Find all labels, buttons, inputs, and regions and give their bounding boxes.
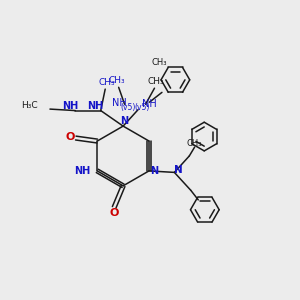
Text: N: N [174, 165, 183, 175]
Text: O: O [110, 208, 119, 218]
Text: NH: NH [74, 166, 91, 176]
Text: CH₃: CH₃ [148, 77, 164, 86]
Text: O: O [66, 132, 75, 142]
Text: CH₃: CH₃ [151, 58, 167, 67]
Text: CH₃: CH₃ [186, 139, 202, 148]
Text: CH₃: CH₃ [98, 78, 115, 87]
Text: (v5): (v5) [134, 103, 149, 112]
Text: NH: NH [62, 101, 78, 111]
Text: CH₃: CH₃ [109, 76, 125, 85]
Text: (v5): (v5) [120, 103, 135, 112]
Text: NH: NH [142, 99, 157, 109]
Text: N: N [120, 116, 128, 126]
Text: N: N [150, 166, 158, 176]
Text: NH: NH [87, 101, 104, 111]
Text: NH: NH [112, 98, 127, 108]
Text: H₃C: H₃C [21, 101, 38, 110]
